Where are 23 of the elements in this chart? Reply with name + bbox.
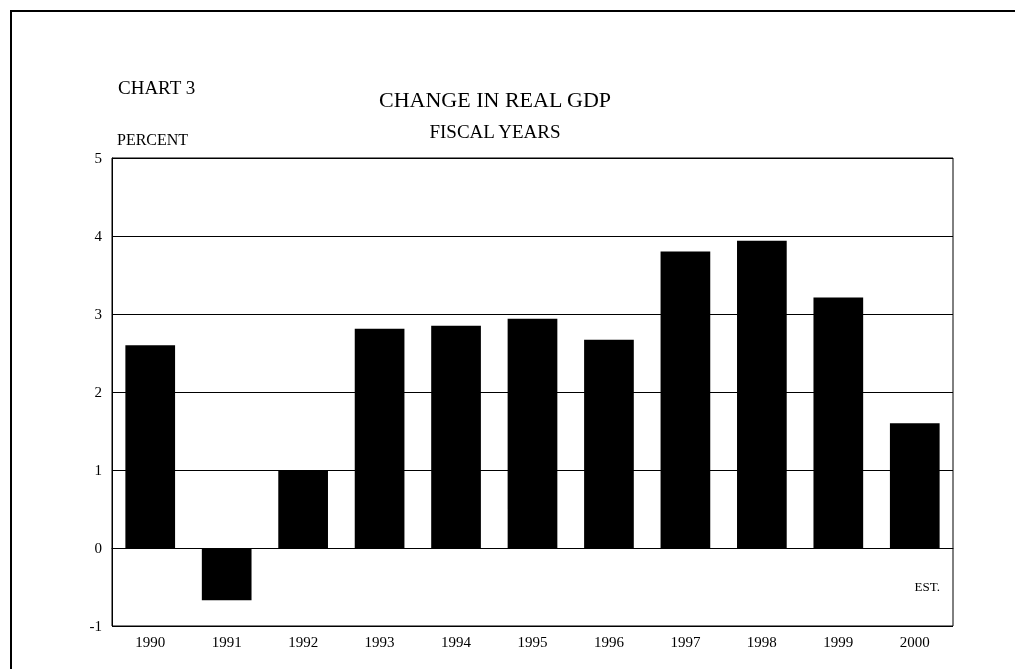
y-tick-label: 1 bbox=[94, 462, 102, 478]
y-tick-label: 4 bbox=[94, 228, 103, 244]
x-tick-label: 1994 bbox=[441, 633, 472, 650]
annotation: EST. bbox=[914, 579, 941, 594]
y-tick-label: -1 bbox=[89, 618, 102, 634]
x-tick-label: 1998 bbox=[746, 633, 777, 650]
y-tick-label: 5 bbox=[94, 150, 102, 166]
x-tick-label: 1992 bbox=[288, 633, 319, 650]
x-tick-label: 1997 bbox=[670, 633, 701, 650]
y-tick-label: 3 bbox=[94, 306, 102, 322]
y-tick-label: 0 bbox=[94, 540, 102, 556]
x-tick-label: 2000 bbox=[899, 633, 930, 650]
x-tick-label: 1991 bbox=[211, 633, 242, 650]
x-tick-label: 1999 bbox=[823, 633, 854, 650]
x-tick-label: 1995 bbox=[517, 633, 548, 650]
x-tick-label: 1990 bbox=[135, 633, 166, 650]
y-tick-label: 2 bbox=[94, 384, 102, 400]
chart-subtitle: FISCAL YEARS bbox=[429, 121, 561, 142]
chart-title: CHANGE IN REAL GDP bbox=[378, 86, 612, 112]
caption: CHART 3 bbox=[118, 77, 196, 98]
y-axis-title: PERCENT bbox=[117, 130, 189, 148]
x-tick-label: 1996 bbox=[593, 633, 625, 650]
x-tick-label: 1993 bbox=[364, 633, 395, 650]
